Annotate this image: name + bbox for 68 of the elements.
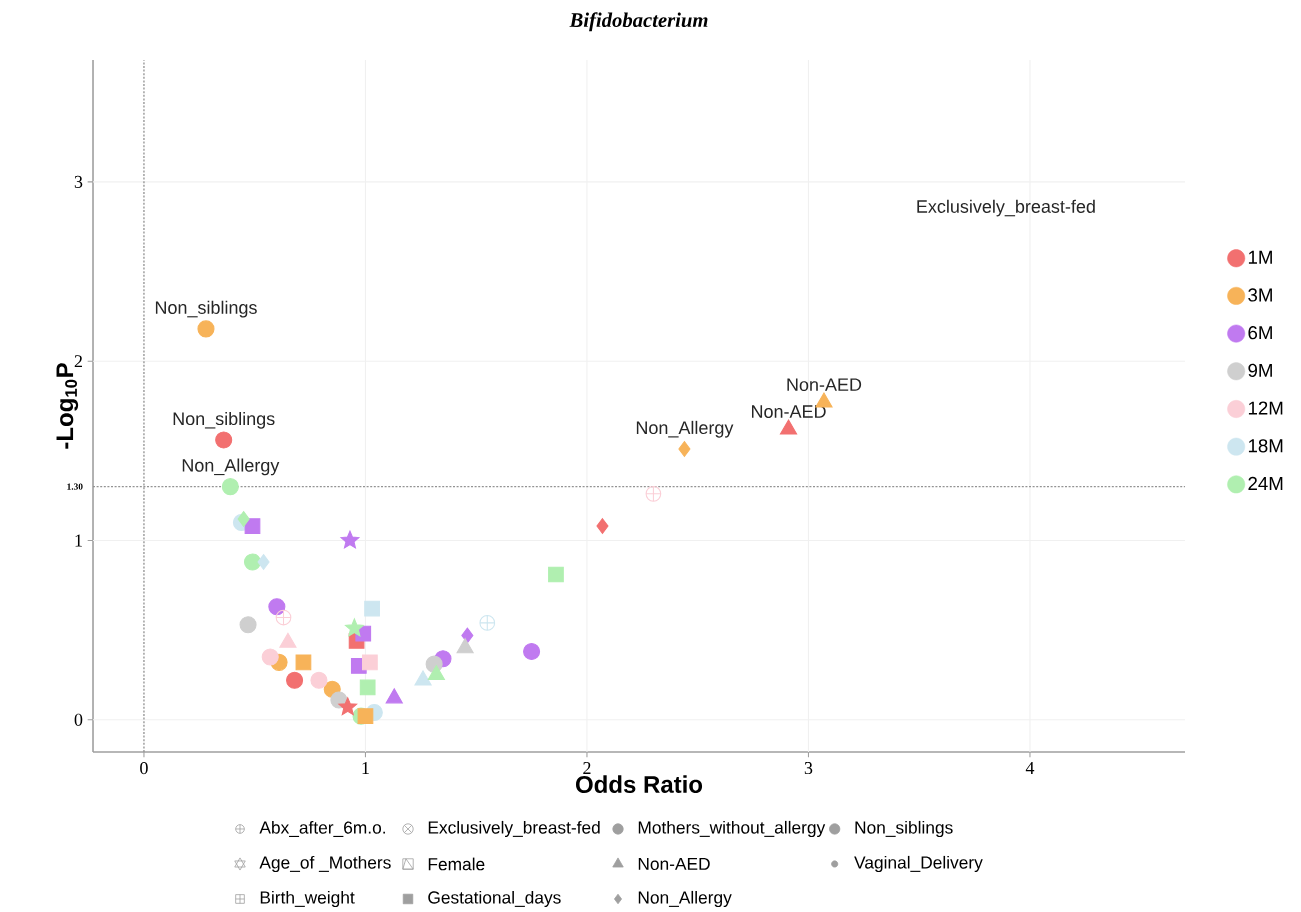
chart-title: Bifidobacterium	[569, 12, 708, 32]
point	[268, 598, 286, 616]
annotation: Non_siblings	[173, 411, 275, 429]
point	[257, 554, 270, 570]
text: Female	[428, 857, 485, 871]
legend-label: 24M	[1248, 476, 1283, 490]
point	[295, 654, 312, 671]
annotation: Exclusively_breast-fed	[917, 199, 1095, 217]
annotation: Non_Allergy	[636, 420, 734, 438]
y-tick-label: 1	[75, 534, 82, 547]
point	[221, 478, 239, 496]
point	[678, 441, 691, 457]
text: Mothers_without_allergy	[638, 820, 826, 838]
text: Age_of _Mothers	[259, 855, 391, 873]
point	[364, 600, 380, 617]
point	[596, 518, 609, 534]
annotation: Non-AED	[787, 378, 862, 392]
text: Vaginal_Delivery	[854, 855, 983, 873]
point	[548, 566, 564, 583]
point	[645, 485, 662, 502]
point	[359, 679, 376, 696]
point	[344, 618, 364, 637]
legend-label: 12M	[1248, 401, 1283, 415]
point	[523, 643, 541, 661]
point	[197, 320, 215, 338]
point	[340, 530, 360, 549]
point	[286, 671, 304, 689]
point	[456, 638, 474, 654]
y-tick-label: 3	[74, 175, 83, 188]
point	[414, 670, 432, 686]
point	[310, 671, 328, 689]
point	[239, 616, 257, 634]
point	[338, 697, 358, 716]
point	[479, 615, 496, 631]
ref-line-label: 1.30	[67, 483, 83, 490]
x-tick-label: 3	[804, 762, 813, 775]
annotation: Non_Allergy	[182, 458, 280, 476]
x-axis-title: Odds Ratio	[575, 775, 703, 793]
legend-label: 6M	[1248, 326, 1272, 340]
point	[275, 609, 292, 626]
point	[243, 553, 262, 571]
y-tick-label: 2	[74, 355, 82, 368]
x-tick-label: 4	[1025, 762, 1035, 774]
legend-label: 1M	[1248, 250, 1272, 264]
text: Non_siblings	[855, 820, 953, 838]
point	[461, 627, 474, 644]
x-tick-label: 0	[140, 762, 148, 775]
text: Gestational_days	[428, 890, 561, 908]
text: Birth_weight	[260, 890, 355, 908]
point	[215, 431, 233, 449]
legend-label: 3M	[1248, 288, 1272, 302]
annotation: Non-AED	[752, 405, 826, 418]
legend-label: 9M	[1248, 363, 1272, 377]
x-tick-label: 1	[362, 762, 369, 774]
annotation: Non_siblings	[155, 300, 257, 318]
legend-label: 18M	[1248, 439, 1283, 453]
y-tick-label: 0	[74, 713, 83, 726]
point	[357, 708, 374, 724]
text: Non_Allergy	[638, 890, 732, 908]
text: Non-AED	[638, 857, 710, 871]
point	[427, 665, 445, 681]
x-tick-label: 2	[583, 762, 591, 774]
point	[237, 511, 250, 527]
point	[385, 688, 403, 704]
point	[362, 654, 378, 671]
point	[261, 648, 279, 666]
text: Abx_after_6m.o.	[259, 820, 385, 837]
text: Exclusively_breast-fed	[428, 820, 600, 838]
